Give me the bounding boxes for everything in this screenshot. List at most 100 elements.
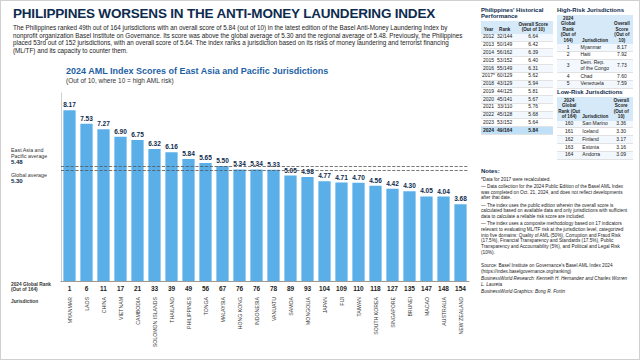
- html-text:Source: Basel Institute on Gov: Source: Basel Institute on Governance's …: [481, 263, 613, 274]
- svg-text:93: 93: [304, 285, 312, 292]
- svg-text:PHILIPPINES: PHILIPPINES: [186, 296, 192, 329]
- svg-text:5.65: 5.65: [199, 154, 212, 161]
- html-text:Philippines' Historical Perfor: Philippines' Historical Performance: [481, 7, 544, 19]
- html-text:2024 Global Rank (Out of 164): 2024 Global Rank (Out of 164): [558, 98, 581, 120]
- html-text:2015 53/152: 2015 53/152: [483, 56, 513, 63]
- svg-text:147: 147: [421, 285, 432, 292]
- svg-text:5.33: 5.33: [267, 160, 280, 168]
- svg-text:2024 AML Index Scores of East: 2024 AML Index Scores of East Asia and P…: [66, 66, 328, 76]
- svg-text:AUSTRALIA: AUSTRALIA: [441, 296, 447, 325]
- html-text:Overall Score (Out of 10): Overall Score (Out of 10): [614, 21, 630, 43]
- svg-text:4.77: 4.77: [318, 172, 331, 179]
- svg-text:5.84: 5.84: [182, 150, 195, 157]
- svg-text:135: 135: [404, 285, 415, 292]
- html-text:Dem. Rep. of the Congo: Dem. Rep. of the Congo: [580, 59, 609, 71]
- svg-text:109: 109: [336, 285, 347, 292]
- html-text:6.42: 6.42: [528, 41, 538, 48]
- svg-text:BRUNEI: BRUNEI: [407, 297, 413, 317]
- svg-text:4.30: 4.30: [403, 182, 416, 189]
- svg-text:FIJI: FIJI: [339, 297, 345, 306]
- svg-text:MALAYSIA: MALAYSIA: [220, 296, 226, 322]
- svg-text:4.05: 4.05: [420, 187, 433, 194]
- svg-text:67: 67: [219, 285, 227, 292]
- svg-text:104: 104: [319, 285, 330, 292]
- svg-text:4.56: 4.56: [369, 177, 382, 184]
- html-text:PHILIPPINES WORSENS IN THE ANT: PHILIPPINES WORSENS IN THE ANTI-MONEY LA…: [13, 6, 435, 21]
- svg-text:5.05: 5.05: [284, 167, 297, 174]
- svg-text:JAPAN: JAPAN: [322, 297, 328, 314]
- svg-text:4.70: 4.70: [352, 174, 365, 181]
- html-text:2017* 60/129: 2017* 60/129: [482, 72, 513, 79]
- svg-text:6: 6: [85, 285, 89, 292]
- svg-text:6.90: 6.90: [114, 128, 127, 135]
- svg-text:MACAO: MACAO: [424, 297, 430, 316]
- html-text:5.62: 5.62: [528, 72, 538, 79]
- svg-text:TAIWAN: TAIWAN: [356, 297, 362, 317]
- svg-text:SAMOA: SAMOA: [288, 296, 294, 315]
- svg-text:TONGA: TONGA: [203, 296, 209, 315]
- svg-text:(Out of 10, where 10 = high AM: (Out of 10, where 10 = high AML risk): [66, 77, 174, 85]
- svg-text:154: 154: [455, 285, 466, 292]
- svg-text:MONGOLIA: MONGOLIA: [305, 296, 311, 324]
- svg-text:56: 56: [202, 285, 210, 292]
- svg-text:127: 127: [387, 285, 398, 292]
- svg-text:CAMBODIA: CAMBODIA: [135, 296, 141, 324]
- svg-text:6.32: 6.32: [148, 140, 161, 147]
- svg-text:NEW ZEALAND: NEW ZEALAND: [458, 297, 464, 335]
- svg-text:SOLOMON ISLANDS: SOLOMON ISLANDS: [152, 296, 158, 347]
- svg-text:5.50: 5.50: [216, 157, 229, 164]
- svg-text:HONG KONG: HONG KONG: [237, 297, 243, 329]
- html-text:The Philippines ranked 49th ou: The Philippines ranked 49th out of 164 j…: [13, 24, 463, 54]
- html-text:Overall Score (Out of 10): Overall Score (Out of 10): [518, 22, 548, 33]
- html-text:2016 55/149: 2016 55/149: [483, 64, 513, 71]
- html-text:2012 32/144: 2012 32/144: [483, 33, 513, 40]
- html-text:— The index uses the public ed: — The index uses the public edition wher…: [481, 202, 628, 219]
- svg-text:11: 11: [100, 285, 107, 292]
- svg-text:INDONESIA: INDONESIA: [254, 296, 260, 325]
- svg-text:VANUATU: VANUATU: [271, 297, 277, 321]
- svg-text:89: 89: [287, 285, 295, 292]
- html-text:6.40: 6.40: [528, 56, 538, 63]
- svg-text:VIETNAM: VIETNAM: [118, 297, 124, 320]
- svg-text:SINGAPORE: SINGAPORE: [390, 296, 396, 327]
- svg-text:49: 49: [185, 285, 193, 292]
- html-text:6.31: 6.31: [528, 64, 538, 71]
- svg-text:5.34: 5.34: [250, 160, 263, 167]
- html-text:East Asia and Pacific average: East Asia and Pacific average: [11, 146, 48, 159]
- svg-text:6.16: 6.16: [165, 143, 178, 150]
- html-text:Overall Score (Out of 10): Overall Score (Out of 10): [613, 98, 629, 120]
- svg-text:LAOS: LAOS: [84, 296, 90, 310]
- svg-text:4.04: 4.04: [437, 188, 450, 195]
- svg-text:THAILAND: THAILAND: [169, 297, 175, 323]
- svg-text:110: 110: [353, 285, 364, 292]
- svg-text:4.71: 4.71: [335, 174, 348, 181]
- html-text:— The index uses a composite m: — The index uses a composite methodology…: [481, 221, 624, 255]
- svg-text:17: 17: [117, 285, 125, 292]
- svg-text:CHINA: CHINA: [101, 296, 107, 313]
- html-text:BusinessWorld Research: Kennet: BusinessWorld Research: Kenneth H. Herna…: [481, 275, 628, 287]
- svg-text:78: 78: [270, 285, 278, 292]
- svg-text:76: 76: [236, 285, 244, 292]
- html-text:2024 Global Rank (Out of 164): 2024 Global Rank (Out of 164): [11, 282, 51, 293]
- html-text:2013 50/149: 2013 50/149: [483, 41, 513, 48]
- svg-text:1: 1: [68, 285, 72, 292]
- svg-text:7.53: 7.53: [80, 115, 93, 122]
- svg-text:4.42: 4.42: [386, 180, 399, 187]
- svg-text:5.34: 5.34: [233, 160, 246, 168]
- svg-text:8.17: 8.17: [63, 101, 76, 108]
- html-text:— Data collection for the 2024: — Data collection for the 2024 Public Ed…: [481, 183, 624, 201]
- svg-text:3.68: 3.68: [454, 195, 467, 202]
- svg-text:39: 39: [168, 285, 176, 292]
- svg-text:6.75: 6.75: [131, 131, 144, 138]
- svg-text:7.27: 7.27: [97, 120, 110, 127]
- html-text:6.64: 6.64: [528, 33, 538, 40]
- svg-text:33: 33: [151, 285, 159, 292]
- html-text:2024 Global Rank (Out of 164): 2024 Global Rank (Out of 164): [560, 16, 576, 43]
- svg-text:MYANMAR: MYANMAR: [67, 297, 73, 323]
- svg-text:4.98: 4.98: [301, 168, 314, 175]
- svg-text:21: 21: [134, 285, 142, 292]
- svg-text:148: 148: [438, 285, 449, 292]
- svg-text:SOUTH KOREA: SOUTH KOREA: [373, 296, 379, 334]
- svg-text:76: 76: [253, 285, 261, 292]
- svg-text:118: 118: [370, 285, 381, 292]
